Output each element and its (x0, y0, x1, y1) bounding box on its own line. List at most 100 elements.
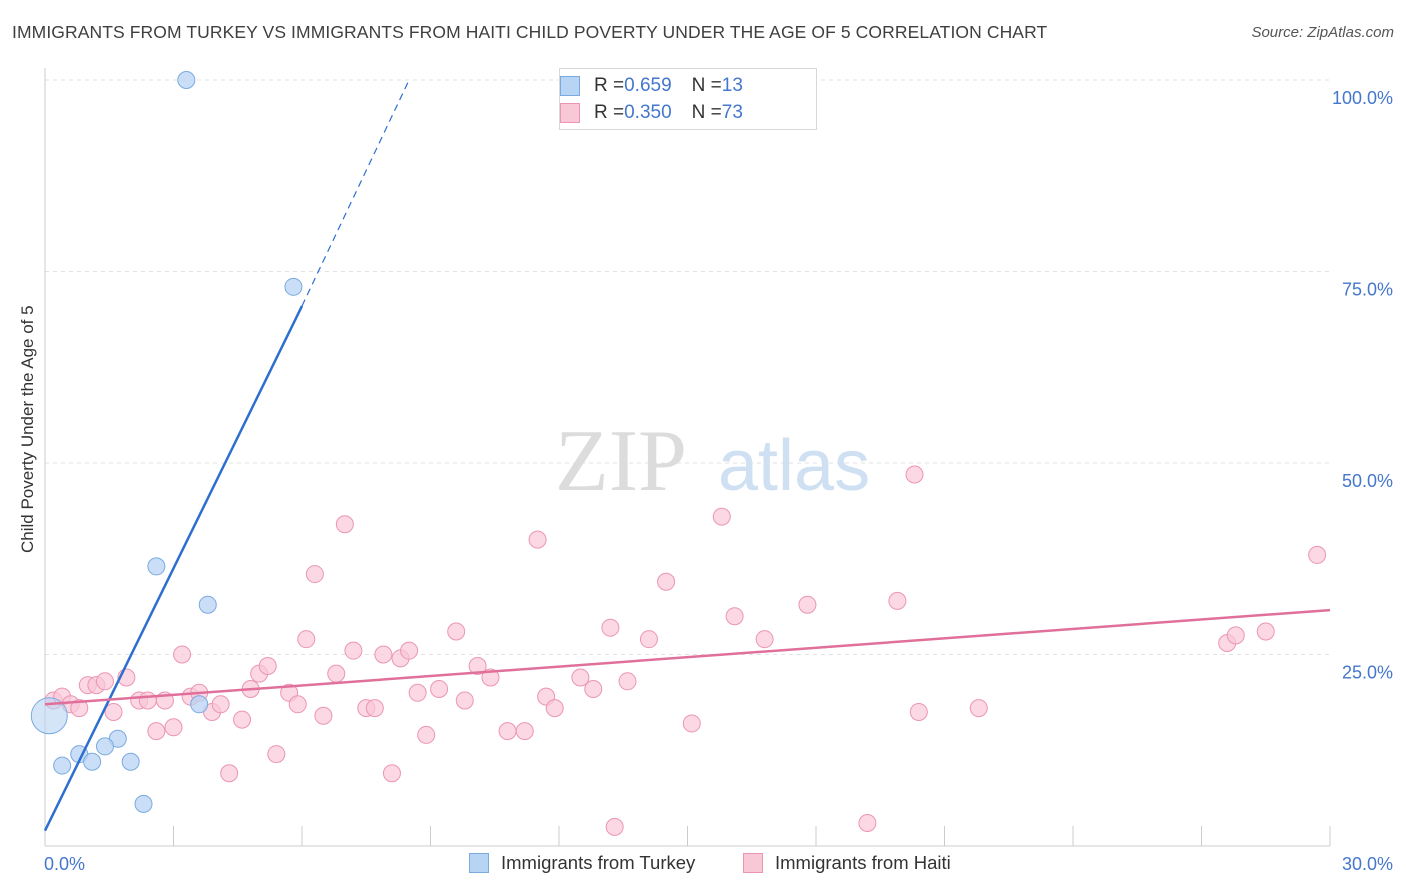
trend-lines (43, 79, 1331, 832)
y-tick-label: 100.0% (1332, 88, 1393, 108)
haiti-point (430, 679, 449, 698)
tick-labels: 100.0% 75.0% 50.0% 25.0% 0.0% 30.0% (44, 88, 1393, 874)
x-tick-label: 0.0% (44, 854, 85, 874)
watermark: ZIP atlas (555, 413, 870, 510)
haiti-point (455, 691, 474, 710)
legend-bottom-label-haiti: Immigrants from Haiti (775, 852, 951, 873)
legend-r-value-turkey: 0.659 (624, 75, 672, 96)
haiti-point (365, 699, 384, 718)
haiti-point (515, 722, 534, 741)
chart-source: Source: ZipAtlas.com (1251, 24, 1394, 41)
haiti-points (44, 465, 1327, 836)
legend-swatch-haiti (560, 103, 580, 123)
haiti-point (481, 668, 500, 687)
chart-title: IMMIGRANTS FROM TURKEY VS IMMIGRANTS FRO… (12, 22, 1048, 42)
watermark-atlas: atlas (718, 426, 870, 506)
legend-row-haiti: R = 0.350 N = 73 (560, 100, 743, 126)
haiti-point (571, 668, 590, 687)
haiti-point (344, 641, 363, 660)
turkey-trend-line (43, 305, 304, 832)
haiti-point (639, 630, 658, 649)
correlation-legend: R = 0.659 N = 13 R = 0.350 N = 73 (559, 68, 817, 130)
turkey-point (53, 756, 72, 775)
haiti-point (374, 645, 393, 664)
haiti-point (682, 714, 701, 733)
haiti-point (528, 530, 547, 549)
grid-lines (45, 79, 1330, 655)
haiti-point (447, 622, 466, 641)
haiti-point (545, 699, 564, 718)
haiti-point (95, 672, 114, 691)
x-tick-label: 30.0% (1342, 854, 1393, 874)
legend-n-value-turkey: 13 (721, 75, 743, 96)
haiti-point (498, 722, 517, 741)
turkey-trend-extension (301, 79, 410, 307)
y-tick-label: 75.0% (1342, 280, 1393, 300)
legend-n-label-turkey: N = (691, 75, 722, 96)
haiti-point (258, 656, 277, 675)
haiti-point (211, 695, 230, 714)
haiti-point (314, 706, 333, 725)
haiti-point (584, 679, 603, 698)
haiti-point (297, 630, 316, 649)
haiti-trend-line (44, 608, 1331, 706)
turkey-point (83, 752, 102, 771)
haiti-point (408, 683, 427, 702)
y-tick-label: 25.0% (1342, 663, 1393, 683)
y-tick-label: 50.0% (1342, 471, 1393, 491)
turkey-point (134, 794, 153, 813)
series-legend: Immigrants from Turkey Immigrants from H… (0, 850, 1406, 878)
haiti-point (1226, 626, 1245, 645)
haiti-point (417, 725, 436, 744)
haiti-point (382, 764, 401, 783)
turkey-point (190, 695, 209, 714)
legend-item-turkey: Immigrants from Turkey (469, 852, 695, 874)
haiti-point (601, 618, 620, 637)
turkey-point (95, 737, 114, 756)
legend-n-value-haiti: 73 (721, 102, 743, 123)
legend-swatch-turkey (560, 76, 580, 96)
turkey-point (147, 557, 166, 576)
haiti-point (909, 702, 928, 721)
legend-n-label-haiti: N = (691, 102, 722, 123)
haiti-point (147, 722, 166, 741)
haiti-point (657, 572, 676, 591)
watermark-zip: ZIP (555, 413, 687, 510)
y-axis-label: Child Poverty Under the Age of 5 (18, 305, 37, 553)
legend-bottom-swatch-haiti (743, 853, 763, 873)
turkey-point (198, 595, 217, 614)
turkey-point (121, 752, 140, 771)
haiti-point (164, 718, 183, 737)
haiti-point (220, 764, 239, 783)
haiti-point (1308, 545, 1327, 564)
haiti-point (173, 645, 192, 664)
turkey-points (30, 71, 303, 813)
legend-item-haiti: Immigrants from Haiti (743, 852, 951, 874)
haiti-point (618, 672, 637, 691)
turkey-point (30, 697, 68, 735)
haiti-point (712, 507, 731, 526)
haiti-point (327, 664, 346, 683)
haiti-point (755, 630, 774, 649)
haiti-point (138, 691, 157, 710)
haiti-point (400, 641, 419, 660)
legend-bottom-swatch-turkey (469, 853, 489, 873)
haiti-point (468, 656, 487, 675)
legend-row-turkey: R = 0.659 N = 13 (560, 73, 743, 99)
haiti-point (905, 465, 924, 484)
haiti-point (969, 699, 988, 718)
haiti-point (104, 702, 123, 721)
haiti-point (288, 695, 307, 714)
legend-bottom-label-turkey: Immigrants from Turkey (501, 852, 696, 873)
haiti-point (605, 817, 624, 836)
haiti-point (858, 814, 877, 833)
haiti-point (1256, 622, 1275, 641)
legend-r-label-haiti: R = (594, 102, 625, 123)
turkey-point (177, 71, 196, 89)
legend-r-label-turkey: R = (594, 75, 625, 96)
turkey-point (284, 277, 303, 296)
haiti-point (305, 565, 324, 584)
haiti-point (267, 745, 286, 764)
haiti-point (725, 607, 744, 626)
